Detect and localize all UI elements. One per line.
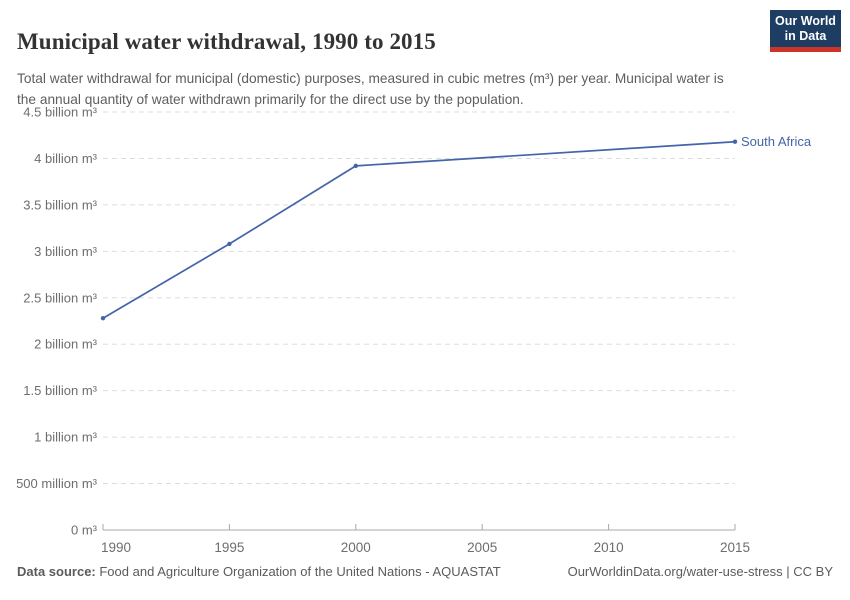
data-point[interactable] [100, 316, 106, 321]
x-tick-label: 2000 [341, 540, 371, 555]
data-source-label: Data source: [17, 564, 96, 579]
y-tick-label: 0 m³ [71, 523, 98, 538]
y-tick-label: 3.5 billion m³ [23, 197, 97, 212]
license-badge: | CC BY [782, 564, 833, 579]
x-tick-label: 2005 [467, 540, 497, 555]
line-chart: 0 m³ 500 million m³ 1 billion m³ 1.5 billio… [0, 100, 850, 560]
data-point[interactable] [227, 241, 232, 247]
chart-footer: Data source: Food and Agriculture Organi… [17, 564, 833, 579]
series-label[interactable]: South Africa [741, 134, 812, 149]
owid-logo-line1: Our World [775, 14, 836, 28]
owid-logo-line2: in Data [784, 29, 827, 43]
x-tick-label: 1990 [101, 540, 131, 555]
y-tick-label: 4 billion m³ [34, 151, 98, 166]
series-line[interactable] [102, 140, 736, 320]
y-tick-label: 3 billion m³ [34, 244, 98, 259]
owid-url-link[interactable]: OurWorldinData.org/water-use-stress [567, 564, 783, 579]
x-tick-label: 1995 [214, 540, 244, 555]
y-tick-label: 1.5 billion m³ [23, 383, 97, 398]
y-tick-label: 2 billion m³ [34, 337, 98, 352]
attribution: OurWorldinData.org/water-use-stress | CC… [568, 564, 833, 579]
x-tick-label: 2015 [720, 540, 750, 555]
page-title: Municipal water withdrawal, 1990 to 2015 [17, 29, 436, 55]
owid-logo[interactable]: Our World in Data [770, 10, 841, 52]
y-tick-label: 500 million m³ [16, 476, 98, 491]
data-source-value: Food and Agriculture Organization of the… [95, 564, 501, 579]
chart-subtitle: Total water withdrawal for municipal (do… [17, 70, 724, 108]
y-tick-label: 1 billion m³ [34, 430, 98, 445]
data-source: Data source: Food and Agriculture Organi… [17, 564, 501, 579]
chart-canvas: 0 m³ 500 million m³ 1 billion m³ 1.5 billio… [16, 105, 812, 556]
data-point[interactable] [732, 139, 738, 144]
y-tick-label: 2.5 billion m³ [23, 290, 97, 305]
y-tick-label: 4.5 billion m³ [23, 105, 97, 120]
x-tick-label: 2010 [594, 540, 624, 555]
data-point[interactable] [353, 163, 358, 169]
